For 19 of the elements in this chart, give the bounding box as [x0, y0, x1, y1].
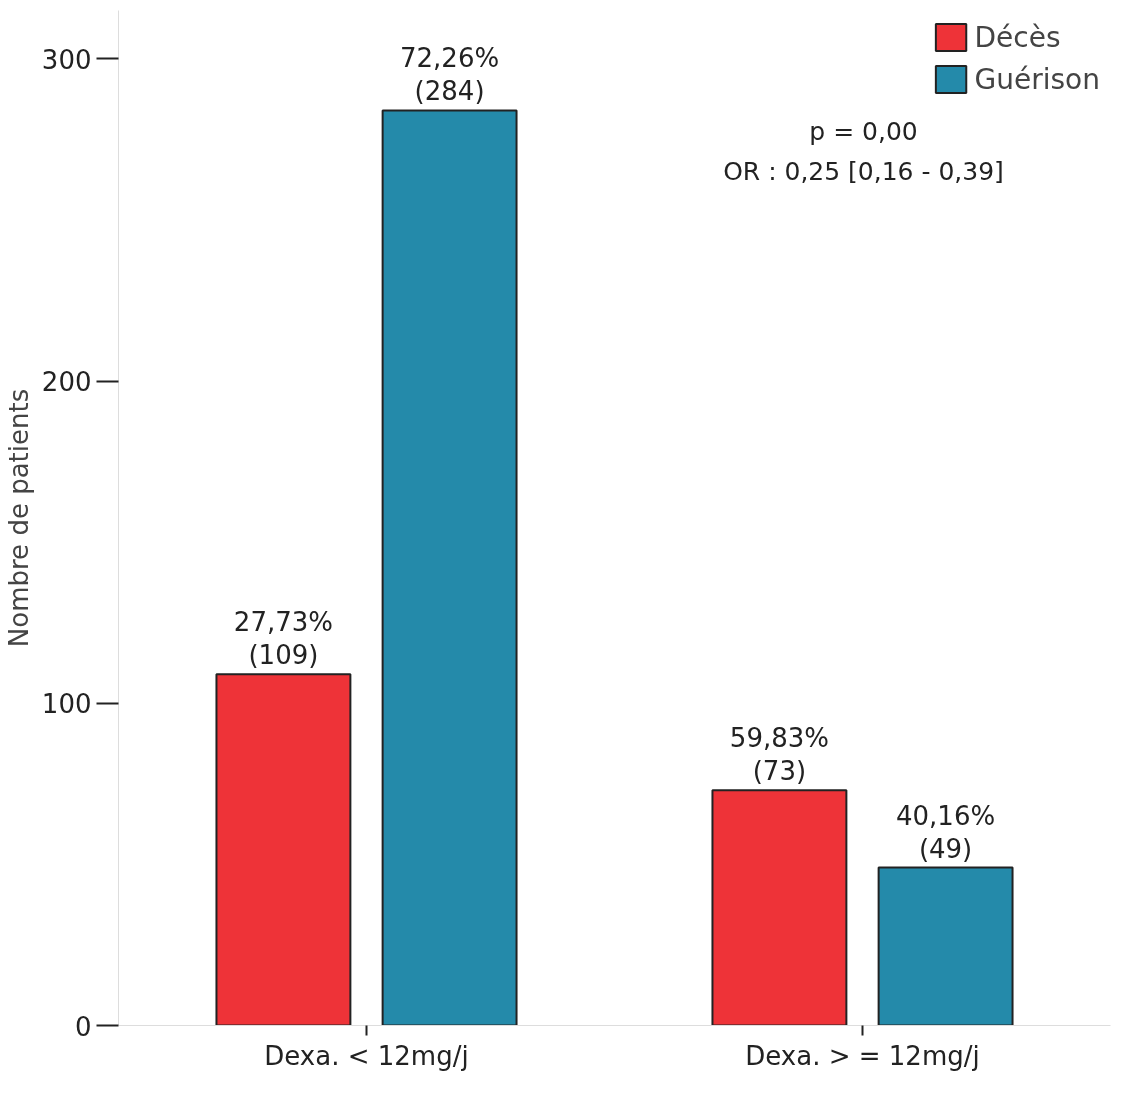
y-tick-label: 0 — [74, 1011, 92, 1042]
bar — [381, 109, 518, 1026]
y-axis-title: Nombre de patients — [3, 388, 34, 648]
bar — [877, 866, 1014, 1026]
data-label: 59,83% (73) — [729, 723, 829, 787]
legend-label: Décès — [974, 20, 1061, 54]
y-tick-label: 300 — [41, 44, 92, 75]
data-label: 72,26% (284) — [400, 43, 500, 107]
legend-label: Guérison — [974, 62, 1100, 96]
annotation: OR : 0,25 [0,16 - 0,39] — [723, 156, 1004, 186]
x-tick-label: Dexa. > = 12mg/j — [745, 1040, 980, 1071]
x-tick-label: Dexa. < 12mg/j — [264, 1040, 469, 1071]
annotation: p = 0,00 — [809, 116, 918, 146]
y-tick-label: 100 — [41, 689, 92, 720]
data-label: 27,73% (109) — [233, 607, 333, 671]
bar — [215, 673, 352, 1026]
data-label: 40,16% (49) — [896, 800, 996, 864]
bar — [711, 789, 848, 1026]
y-tick-label: 200 — [41, 367, 92, 398]
